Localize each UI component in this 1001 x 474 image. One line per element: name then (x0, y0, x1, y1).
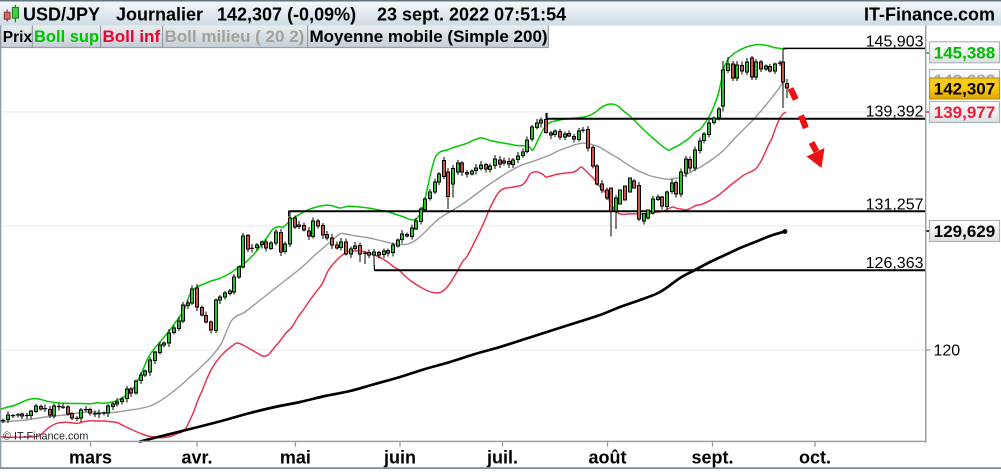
svg-text:avr.: avr. (181, 447, 212, 467)
svg-text:145,388: 145,388 (934, 43, 995, 62)
svg-text:Boll inf: Boll inf (103, 27, 161, 46)
svg-text:juil.: juil. (486, 447, 518, 467)
svg-text:juin: juin (383, 447, 416, 467)
svg-text:139,392: 139,392 (866, 104, 924, 121)
svg-text:mars: mars (69, 447, 112, 467)
svg-text:IT-Finance.com: IT-Finance.com (864, 5, 995, 25)
svg-text:mai: mai (280, 447, 311, 467)
svg-text:USD/JPY: USD/JPY (23, 5, 100, 25)
svg-text:139,977: 139,977 (934, 103, 995, 122)
svg-text:Moyenne mobile (Simple 200): Moyenne mobile (Simple 200) (310, 27, 548, 46)
svg-text:126,363: 126,363 (866, 255, 924, 272)
svg-text:142,307: 142,307 (934, 80, 995, 99)
svg-text:août: août (589, 447, 627, 467)
svg-text:Prix: Prix (3, 29, 33, 46)
svg-text:129,629: 129,629 (934, 222, 995, 241)
svg-text:Boll milieu ( 20 2): Boll milieu ( 20 2) (165, 27, 305, 46)
svg-text:145,903: 145,903 (866, 34, 924, 51)
svg-text:sept.: sept. (691, 447, 733, 467)
svg-text:oct.: oct. (799, 447, 831, 467)
svg-text:131,257: 131,257 (866, 196, 924, 213)
svg-text:Boll sup: Boll sup (34, 28, 99, 46)
svg-text:Journalier: Journalier (116, 5, 203, 25)
svg-text:120: 120 (934, 342, 961, 359)
svg-text:23 sept. 2022 07:51:54: 23 sept. 2022 07:51:54 (377, 5, 566, 25)
svg-text:142,307 (-0,09%): 142,307 (-0,09%) (217, 5, 356, 25)
svg-text:© IT-Finance.com: © IT-Finance.com (3, 431, 88, 443)
